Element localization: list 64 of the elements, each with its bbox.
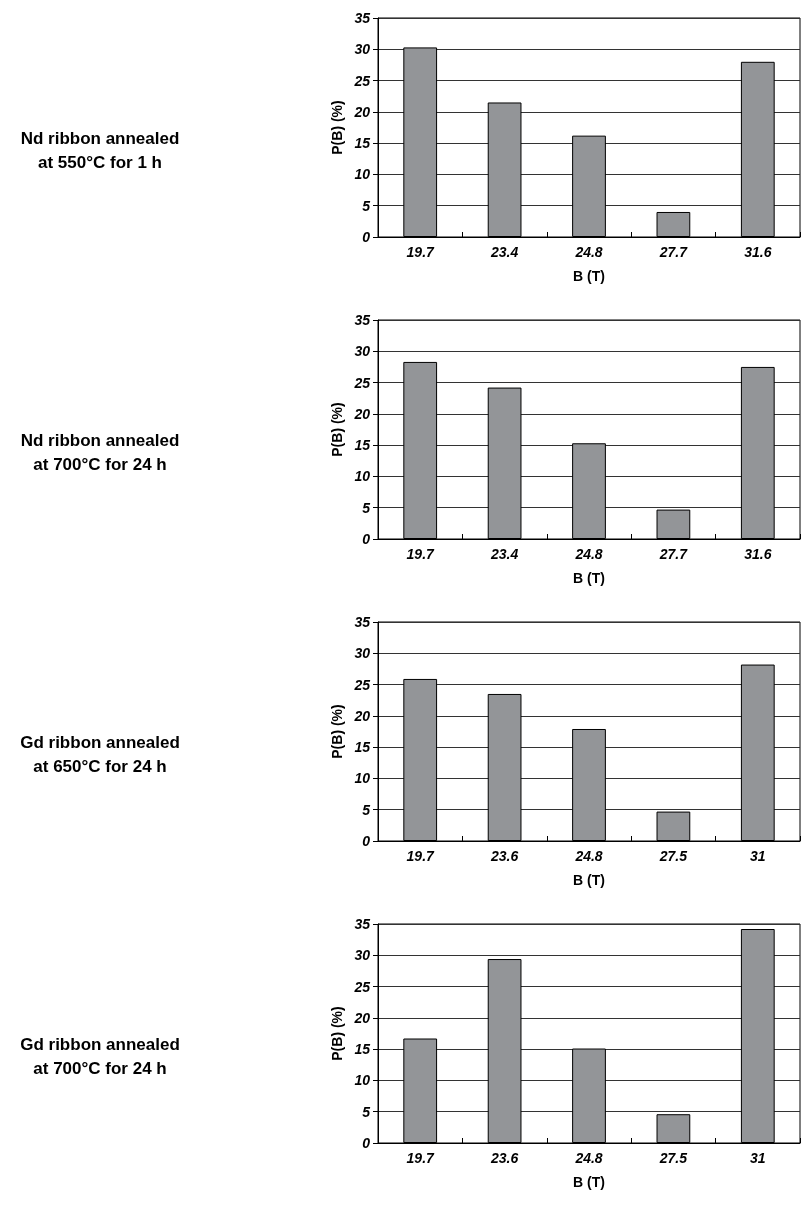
y-tick-label: 25: [353, 374, 371, 391]
x-tick-label: 31: [750, 1150, 766, 1166]
x-tick-label: 31.6: [744, 546, 772, 562]
y-tick-label: 5: [362, 1103, 371, 1120]
y-tick-label: 30: [354, 41, 371, 58]
y-tick-label: 5: [362, 801, 371, 818]
x-tick-label: 23.6: [489, 1150, 519, 1166]
y-axis-title: P(B) (%): [328, 402, 345, 457]
text: Gd ribbon annealed at 650°C for 24 h: [20, 732, 180, 778]
y-tick-label: 20: [353, 707, 371, 724]
x-tick-label: 19.7: [406, 546, 436, 562]
y-tick-label: 0: [362, 229, 371, 245]
x-axis-title: B (T): [573, 570, 605, 586]
y-tick-label: 20: [353, 1009, 371, 1026]
y-tick-label: 10: [354, 1072, 371, 1089]
y-tick-label: 10: [354, 770, 371, 787]
x-tick-label: 31.6: [744, 244, 772, 260]
x-tick-label: 27.7: [658, 244, 689, 260]
y-tick-label: 25: [353, 72, 371, 89]
y-tick-label: 20: [353, 103, 371, 120]
x-axis-title: B (T): [573, 872, 605, 888]
x-tick-label: 23.6: [489, 848, 519, 864]
y-tick-label: 25: [353, 978, 371, 995]
x-axis-title: B (T): [573, 1174, 605, 1190]
y-tick-label: 5: [362, 197, 371, 214]
x-tick-label: 24.8: [574, 848, 603, 864]
y-tick-label: 25: [353, 676, 371, 693]
y-tick-label: 30: [354, 645, 371, 662]
y-tick-label: 35: [354, 312, 371, 328]
x-tick-label: 24.8: [574, 1150, 603, 1166]
x-tick-label: 27.7: [658, 546, 689, 562]
y-tick-label: 5: [362, 499, 371, 516]
x-tick-label: 19.7: [406, 244, 436, 260]
x-tick-label: 27.5: [658, 1150, 688, 1166]
y-tick-label: 30: [354, 947, 371, 964]
y-tick-label: 35: [354, 614, 371, 630]
x-axis-title: B (T): [573, 268, 605, 284]
y-tick-label: 20: [353, 405, 371, 422]
x-tick-label: 24.8: [574, 546, 603, 562]
y-tick-label: 0: [362, 531, 371, 547]
y-tick-label: 10: [354, 468, 371, 485]
y-tick-label: 35: [354, 916, 371, 932]
y-tick-label: 15: [354, 135, 371, 152]
x-tick-label: 24.8: [574, 244, 603, 260]
text: Nd ribbon annealed at 550°C for 1 h: [20, 128, 180, 174]
x-tick-label: 19.7: [406, 1150, 436, 1166]
x-tick-label: 27.5: [658, 848, 688, 864]
y-tick-label: 15: [354, 437, 371, 454]
y-axis-title: P(B) (%): [328, 704, 345, 759]
text: Gd ribbon annealed at 700°C for 24 h: [20, 1034, 180, 1080]
x-tick-label: 31: [750, 848, 766, 864]
x-tick-label: 19.7: [406, 848, 436, 864]
y-tick-label: 0: [362, 1135, 371, 1151]
y-tick-label: 35: [354, 10, 371, 26]
x-tick-label: 23.4: [489, 546, 519, 562]
y-tick-label: 15: [354, 739, 371, 756]
y-axis-title: P(B) (%): [328, 100, 345, 155]
y-tick-label: 10: [354, 166, 371, 183]
y-tick-label: 0: [362, 833, 371, 849]
y-axis-title: P(B) (%): [328, 1006, 345, 1061]
text: Nd ribbon annealed at 700°C for 24 h: [20, 430, 180, 476]
y-tick-label: 15: [354, 1041, 371, 1058]
x-tick-label: 23.4: [489, 244, 519, 260]
y-tick-label: 30: [354, 343, 371, 360]
